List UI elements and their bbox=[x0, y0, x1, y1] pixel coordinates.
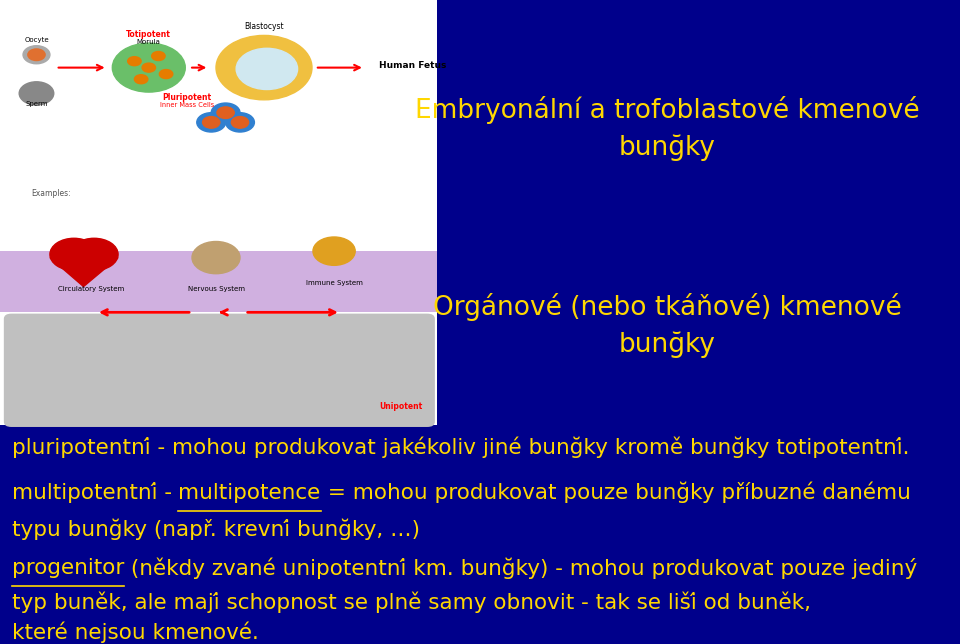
Circle shape bbox=[28, 49, 45, 61]
FancyBboxPatch shape bbox=[0, 0, 437, 425]
Text: progenitor: progenitor bbox=[12, 558, 124, 578]
Circle shape bbox=[211, 103, 240, 122]
FancyBboxPatch shape bbox=[4, 314, 435, 427]
Text: Examples:: Examples: bbox=[32, 189, 71, 198]
Circle shape bbox=[19, 82, 54, 105]
Circle shape bbox=[313, 237, 355, 265]
Text: multipotentní -: multipotentní - bbox=[12, 482, 179, 503]
Text: Inner Mass Cells: Inner Mass Cells bbox=[160, 102, 214, 108]
Circle shape bbox=[142, 63, 156, 72]
Text: Sperm: Sperm bbox=[25, 101, 48, 108]
Circle shape bbox=[192, 242, 240, 274]
Circle shape bbox=[159, 70, 173, 79]
Text: (někdy zvané unipotentní km. bunğky) - mohou produkovat pouze jediný: (někdy zvané unipotentní km. bunğky) - … bbox=[124, 557, 917, 579]
Circle shape bbox=[152, 52, 165, 61]
Circle shape bbox=[216, 35, 312, 100]
Text: Morula: Morula bbox=[137, 39, 160, 45]
Circle shape bbox=[128, 57, 141, 66]
Text: Unipotent: Unipotent bbox=[379, 402, 422, 411]
Text: Totipotent: Totipotent bbox=[127, 30, 171, 39]
Text: typu bunğky (např. krevní bunğky, …): typu bunğky (např. krevní bunğky, …) bbox=[12, 518, 420, 540]
Circle shape bbox=[197, 113, 226, 132]
Text: typ buněk, ale mají schopnost se plně samy obnovit - tak se liší od buněk,: typ buněk, ale mají schopnost se plně s… bbox=[12, 591, 810, 613]
Circle shape bbox=[203, 117, 220, 128]
Polygon shape bbox=[50, 258, 118, 287]
Circle shape bbox=[50, 238, 98, 270]
Circle shape bbox=[231, 117, 249, 128]
Text: Pluripotent: Pluripotent bbox=[162, 93, 212, 102]
Text: Immune System: Immune System bbox=[305, 279, 363, 286]
Text: = mohou produkovat pouze bunğky příbuzné danému: = mohou produkovat pouze bunğky příbuzné… bbox=[321, 482, 910, 504]
Circle shape bbox=[236, 48, 298, 90]
Text: Oocyte: Oocyte bbox=[24, 37, 49, 43]
Text: Orgánové (nebo tkáňové) kmenové
bunğky: Orgánové (nebo tkáňové) kmenové bunğky bbox=[433, 293, 901, 357]
Text: které nejsou kmenové.: které nejsou kmenové. bbox=[12, 621, 258, 643]
Text: multipotence: multipotence bbox=[179, 482, 321, 503]
Circle shape bbox=[217, 107, 234, 118]
Circle shape bbox=[134, 75, 148, 84]
Text: pluripotentní - mohou produkovat jakékoliv jiné bunğky kromě bunğky totipotentn: pluripotentní - mohou produkovat jakéko… bbox=[12, 437, 909, 459]
Text: Circulatory System: Circulatory System bbox=[58, 286, 125, 292]
Circle shape bbox=[23, 46, 50, 64]
Text: Embryonální a trofoblastové kmenové
bunğky: Embryonální a trofoblastové kmenové bunğ… bbox=[415, 97, 920, 161]
Text: Blastocyst: Blastocyst bbox=[244, 22, 284, 31]
Circle shape bbox=[226, 113, 254, 132]
Circle shape bbox=[70, 238, 118, 270]
Circle shape bbox=[112, 43, 185, 92]
FancyBboxPatch shape bbox=[0, 251, 437, 312]
Text: Human Fetus: Human Fetus bbox=[379, 61, 446, 70]
Text: Nervous System: Nervous System bbox=[187, 286, 245, 292]
